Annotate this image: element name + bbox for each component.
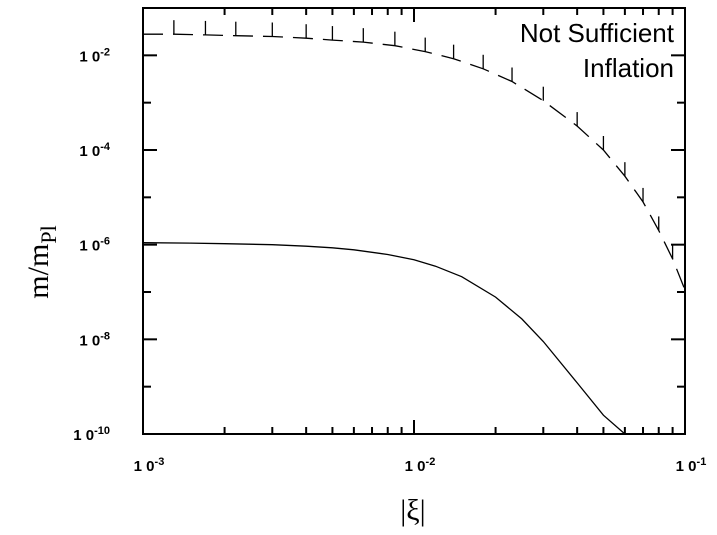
y-tick-label: 1 0-6 <box>79 236 110 255</box>
tick-labels: 1 0-3 1 0-2 1 0-1 1 0-10 1 0-8 1 0-6 1 0-4 1 0-… <box>73 46 706 475</box>
x-tick-label: 1 0-1 <box>676 456 707 475</box>
series-layer <box>142 20 686 434</box>
annotation-line-1: Not Sufficient <box>520 18 675 48</box>
y-tick-label: 1 0-10 <box>73 425 110 444</box>
plot-frame <box>142 7 686 435</box>
series-1-line <box>143 33 685 291</box>
x-axis-title: |ξ| <box>400 494 425 527</box>
x-tick-label: 1 0-2 <box>405 456 436 475</box>
y-tick-label: 1 0-2 <box>79 46 110 65</box>
y-tick-label: 1 0-8 <box>79 330 110 349</box>
y-tick-label: 1 0-4 <box>79 141 111 160</box>
x-tick-label: 1 0-3 <box>134 456 165 475</box>
annotation-line-2: Inflation <box>583 53 674 83</box>
y-axis-title: m/mPl <box>22 225 61 298</box>
series-2-line <box>143 242 626 434</box>
